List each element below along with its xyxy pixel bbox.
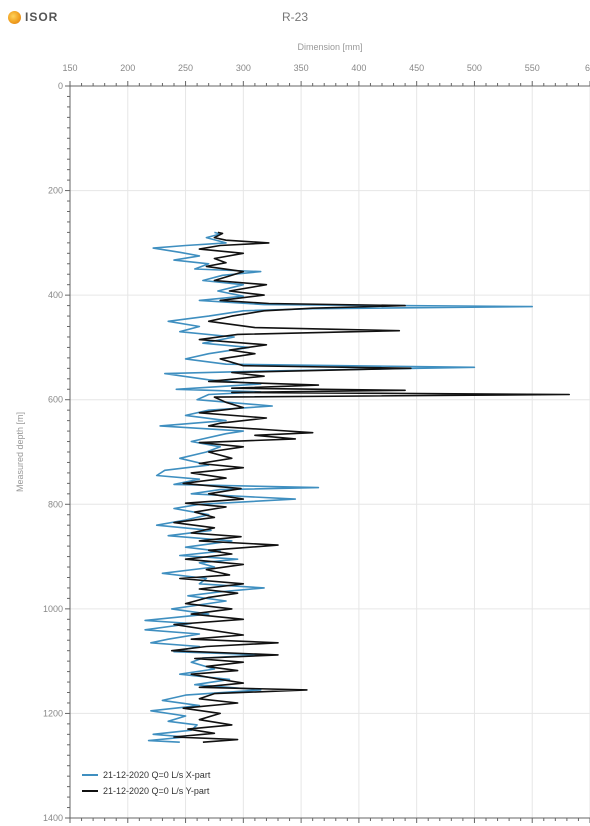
x-tick-label: 300 — [236, 63, 251, 73]
x-tick-label: 200 — [120, 63, 135, 73]
legend-label: 21-12-2020 Q=0 L/s X-part — [103, 770, 211, 780]
x-tick-label: 400 — [351, 63, 366, 73]
x-tick-label: 250 — [178, 63, 193, 73]
y-tick-label: 1400 — [43, 813, 63, 823]
y-tick-label: 800 — [48, 499, 63, 509]
axes: 1502002503003504004505005506002004006008… — [43, 63, 590, 823]
series-group — [144, 231, 570, 743]
y-axis-title: Measured depth [m] — [15, 412, 25, 492]
series-line-y-part — [170, 231, 570, 743]
y-tick-label: 400 — [48, 290, 63, 300]
x-tick-label: 450 — [409, 63, 424, 73]
x-tick-label: 60 — [585, 63, 590, 73]
grid — [69, 85, 590, 819]
legend: 21-12-2020 Q=0 L/s X-part 21-12-2020 Q=0 … — [82, 770, 211, 796]
x-tick-label: 550 — [525, 63, 540, 73]
chart-title: R-23 — [281, 10, 308, 24]
logo-text: ISOR — [25, 10, 59, 24]
y-tick-label: 1200 — [43, 708, 63, 718]
y-tick-label: 600 — [48, 395, 63, 405]
isor-logo-icon — [8, 10, 21, 24]
y-tick-label: 1000 — [43, 604, 63, 614]
x-tick-label: 500 — [467, 63, 482, 73]
y-tick-label: 0 — [58, 81, 63, 91]
legend-label: 21-12-2020 Q=0 L/s Y-part — [103, 786, 210, 796]
y-tick-label: 200 — [48, 186, 63, 196]
x-tick-label: 350 — [294, 63, 309, 73]
x-axis-title: Dimension [mm] — [297, 42, 362, 52]
logo: ISOR — [8, 10, 58, 24]
x-tick-label: 150 — [62, 63, 77, 73]
